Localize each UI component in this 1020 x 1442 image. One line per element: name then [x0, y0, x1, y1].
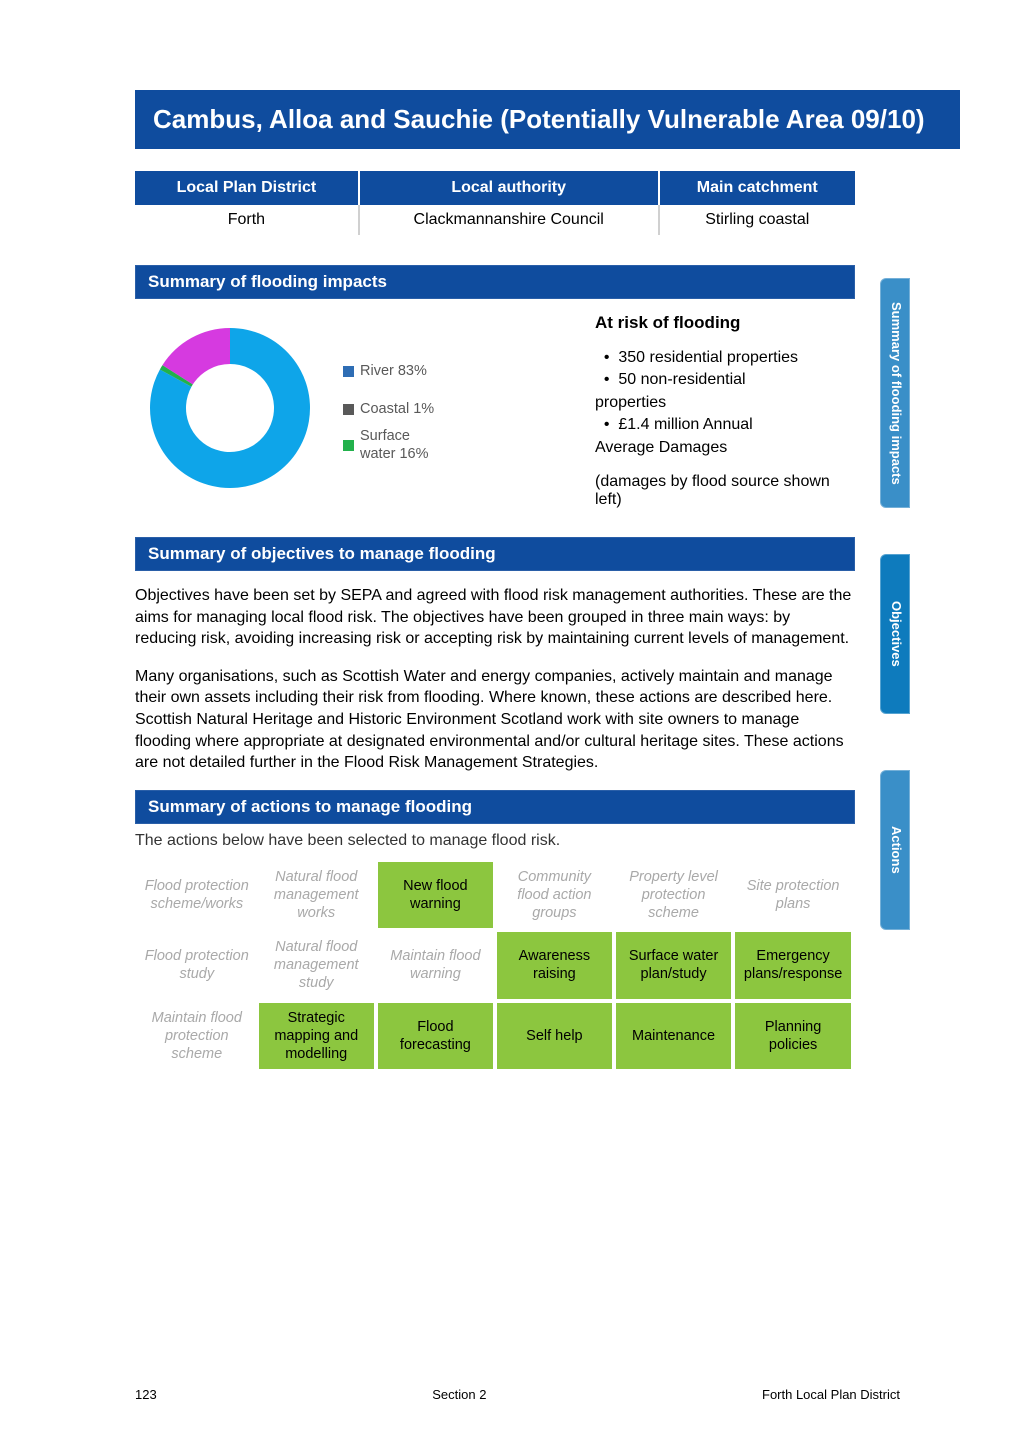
at-risk-heading: At risk of flooding — [595, 313, 855, 333]
action-cell-0-0: Flood protection scheme/works — [137, 860, 257, 930]
action-cell-1-5: Emergency plans/response — [733, 930, 853, 1000]
page-title: Cambus, Alloa and Sauchie (Potentially V… — [135, 90, 960, 149]
action-cell-2-0: Maintain flood protection scheme — [137, 1001, 257, 1071]
donut-chart — [135, 313, 325, 503]
chart-wrap: River 83% Coastal 1% Surface water 16% — [135, 313, 440, 503]
at-risk-note: (damages by flood source shown left) — [595, 473, 855, 509]
action-cell-0-1: Natural flood management works — [257, 860, 376, 930]
info-td-2: Stirling coastal — [659, 205, 855, 235]
side-tabs: Summary of flooding impacts Objectives A… — [880, 278, 910, 930]
action-cell-0-2: New flood warning — [376, 860, 495, 930]
at-risk-block: At risk of flooding • 350 residential pr… — [595, 313, 855, 509]
info-th-1: Local authority — [359, 171, 659, 205]
footer-district: Forth Local Plan District — [762, 1387, 900, 1402]
action-cell-1-1: Natural flood management study — [257, 930, 376, 1000]
action-cell-0-3: Community flood action groups — [495, 860, 614, 930]
side-tab-objectives: Objectives — [880, 554, 910, 714]
summary-flood-row: River 83% Coastal 1% Surface water 16% A… — [135, 313, 855, 509]
page-footer: 123 Section 2 Forth Local Plan District — [135, 1387, 900, 1402]
footer-page-number: 123 — [135, 1387, 157, 1402]
legend-label-0: River 83% — [360, 353, 427, 391]
legend-label-1: Coastal 1% — [360, 391, 434, 429]
section-objectives-header: Summary of objectives to manage flooding — [135, 537, 855, 571]
info-table: Local Plan District Local authority Main… — [135, 171, 855, 235]
actions-grid: Flood protection scheme/worksNatural flo… — [135, 858, 855, 1073]
info-th-0: Local Plan District — [135, 171, 359, 205]
legend-swatch-2 — [343, 440, 354, 451]
action-cell-0-5: Site protection plans — [733, 860, 853, 930]
info-th-2: Main catchment — [659, 171, 855, 205]
action-cell-1-0: Flood protection study — [137, 930, 257, 1000]
action-cell-2-1: Strategic mapping and modelling — [257, 1001, 376, 1071]
action-cell-1-3: Awareness raising — [495, 930, 614, 1000]
at-risk-bullets: • 350 residential properties • 50 non-re… — [595, 347, 855, 459]
objectives-para-1: Objectives have been set by SEPA and agr… — [135, 585, 855, 650]
objectives-para-2: Many organisations, such as Scottish Wat… — [135, 666, 855, 774]
footer-section: Section 2 — [432, 1387, 486, 1402]
section-summary-header: Summary of flooding impacts — [135, 265, 855, 299]
legend-item-0: River 83% — [343, 353, 440, 391]
section-actions-header: Summary of actions to manage flooding — [135, 790, 855, 824]
action-cell-2-5: Planning policies — [733, 1001, 853, 1071]
legend-swatch-0 — [343, 366, 354, 377]
info-td-1: Clackmannanshire Council — [359, 205, 659, 235]
action-cell-1-2: Maintain flood warning — [376, 930, 495, 1000]
info-td-0: Forth — [135, 205, 359, 235]
legend-item-1: Coastal 1% — [343, 391, 440, 429]
action-cell-2-3: Self help — [495, 1001, 614, 1071]
side-tab-actions: Actions — [880, 770, 910, 930]
legend-item-2: Surface water 16% — [343, 428, 440, 463]
action-cell-2-2: Flood forecasting — [376, 1001, 495, 1071]
action-cell-0-4: Property level protection scheme — [614, 860, 733, 930]
actions-intro: The actions below have been selected to … — [135, 832, 855, 850]
action-cell-1-4: Surface water plan/study — [614, 930, 733, 1000]
chart-legend: River 83% Coastal 1% Surface water 16% — [343, 353, 440, 463]
legend-swatch-1 — [343, 404, 354, 415]
side-tab-summary: Summary of flooding impacts — [880, 278, 910, 508]
action-cell-2-4: Maintenance — [614, 1001, 733, 1071]
legend-label-2: Surface water 16% — [360, 428, 440, 463]
